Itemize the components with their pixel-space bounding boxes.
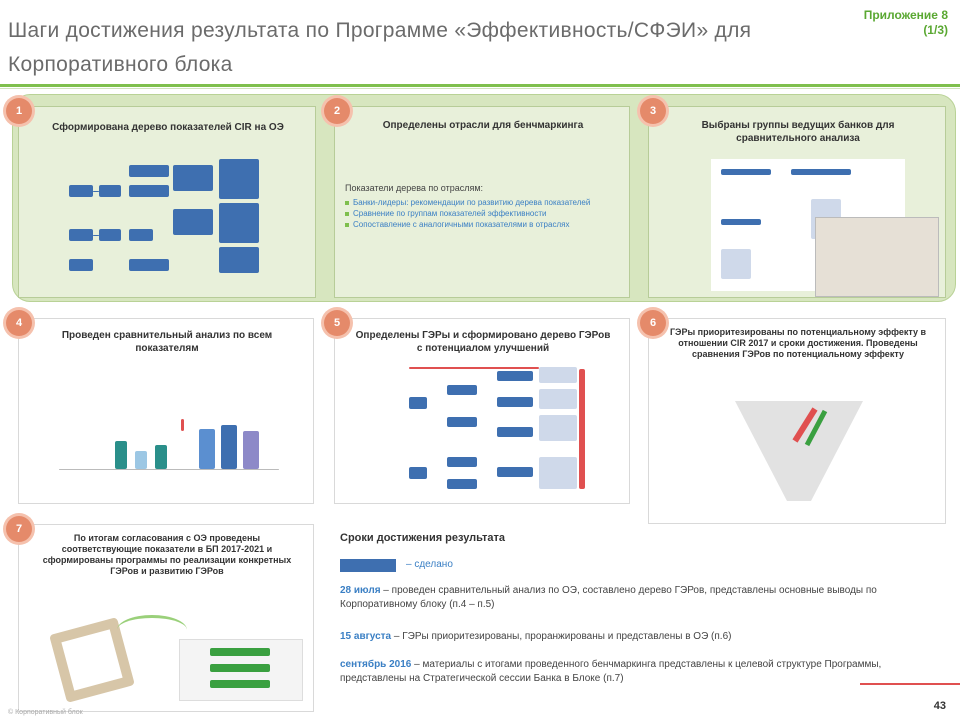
timeline-text: – проведен сравнительный анализ по ОЭ, с… [340, 585, 877, 610]
title-divider-thin [0, 88, 960, 89]
step-6-panel: ГЭРы приоритезированы по потенциальному … [648, 318, 946, 524]
step-5-title: Определены ГЭРы и сформировано дерево ГЭ… [355, 330, 611, 354]
title-divider [0, 84, 960, 87]
step-4-panel: Проведен сравнительный анализ по всем по… [18, 318, 314, 504]
timeline-red-underline [860, 683, 960, 685]
step-4-badge: 4 [6, 310, 32, 336]
benchmark-bar-chart [59, 379, 299, 499]
timeline-item: 15 августа – ГЭРы приоритезированы, прор… [340, 630, 940, 644]
step-5-badge: 5 [324, 310, 350, 336]
timeline-date: сентябрь 2016 [340, 659, 412, 670]
timeline-date: 15 августа [340, 631, 392, 642]
step-6-title: ГЭРы приоритезированы по потенциальному … [669, 327, 927, 359]
step-2-panel: Определены отрасли для бенчмаркинга Пока… [334, 106, 630, 298]
program-document-thumbnail [179, 639, 303, 701]
kpi-tree-diagram [69, 155, 269, 275]
step-3-panel: Выбраны группы ведущих банков для сравни… [648, 106, 946, 298]
step-3-badge: 3 [640, 98, 666, 124]
footer-note: © Корпоративный блок [8, 709, 83, 716]
timeline-item: 28 июля – проведен сравнительный анализ … [340, 584, 940, 612]
step-7-badge: 7 [6, 516, 32, 542]
step-1-title: Сформирована дерево показателей CIR на О… [52, 122, 284, 133]
step-7-title: По итогам согласования с ОЭ проведены со… [42, 533, 292, 576]
prioritization-funnel [735, 401, 863, 501]
timeline-date: 28 июля [340, 585, 381, 596]
step-2-bullet: Сравнение по группам показателей эффекти… [345, 208, 625, 219]
page-number: 43 [933, 700, 946, 712]
legend-done-swatch [340, 559, 396, 572]
timeline-item: сентябрь 2016 – материалы с итогами пров… [340, 658, 940, 686]
step-5-panel: Определены ГЭРы и сформировано дерево ГЭ… [334, 318, 630, 504]
slide-title: Шаги достижения результата по Программе … [8, 19, 752, 76]
step-3-title: Выбраны группы ведущих банков для сравни… [701, 120, 895, 144]
legend-done-label: – сделано [406, 559, 453, 570]
timeline-heading: Сроки достижения результата [340, 532, 505, 544]
arrow-icon [117, 615, 187, 645]
step-2-badge: 2 [324, 98, 350, 124]
step-1-panel: Сформирована дерево показателей CIR на О… [18, 106, 316, 298]
appendix-label: Приложение 8 (1/3) [863, 8, 948, 37]
step-7-panel: По итогам согласования с ОЭ проведены со… [18, 524, 314, 712]
step-4-title: Проведен сравнительный анализ по всем по… [61, 330, 273, 354]
step-2-bullet: Банки-лидеры: рекомендации по развитию д… [345, 197, 625, 208]
step-2-title: Определены отрасли для бенчмаркинга [382, 120, 584, 131]
step-2-lead: Показатели дерева по отраслям: [345, 183, 484, 193]
gers-tree-diagram [407, 367, 587, 497]
step-1-badge: 1 [6, 98, 32, 124]
step-2-bullets: Банки-лидеры: рекомендации по развитию д… [345, 197, 625, 230]
peer-banks-list [815, 217, 939, 297]
timeline-text: – материалы с итогами проведенного бенчм… [340, 659, 882, 684]
step-2-bullet: Сопоставление с аналогичными показателям… [345, 219, 625, 230]
timeline-text: – ГЭРы приоритезированы, проранжированы … [391, 631, 732, 642]
step-6-badge: 6 [640, 310, 666, 336]
